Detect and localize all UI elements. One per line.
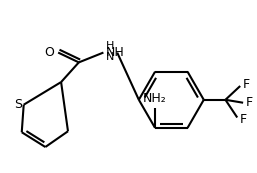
Text: O: O — [44, 46, 54, 59]
Text: S: S — [14, 98, 22, 111]
Text: H
N: H N — [105, 41, 114, 62]
Text: F: F — [246, 96, 253, 109]
Text: F: F — [240, 113, 247, 126]
Text: F: F — [243, 78, 250, 90]
Text: NH: NH — [105, 46, 124, 59]
Text: NH₂: NH₂ — [143, 92, 167, 105]
